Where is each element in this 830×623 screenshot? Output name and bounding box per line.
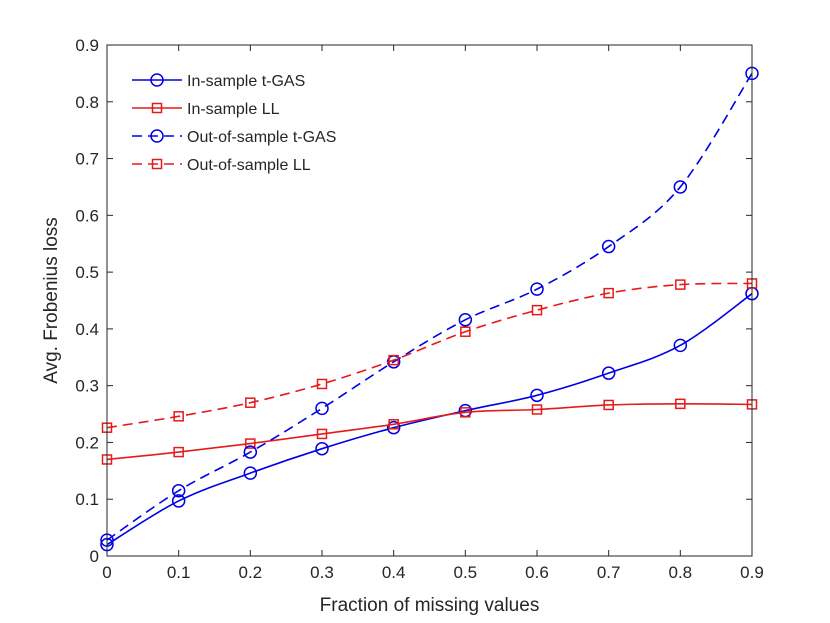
legend-item: In-sample t-GAS	[132, 73, 305, 90]
data-point-square	[245, 397, 256, 408]
legend-item: In-sample LL	[132, 101, 280, 118]
data-point-square	[675, 279, 686, 290]
x-tick-label: 0	[102, 563, 111, 582]
data-point-circle	[171, 483, 186, 498]
data-point-circle	[601, 366, 616, 380]
data-point-square	[173, 446, 184, 458]
y-tick-label: 0.1	[75, 490, 99, 509]
data-point-square	[173, 411, 184, 422]
series-line	[106, 72, 753, 541]
legend-item: Out-of-sample LL	[132, 157, 311, 174]
series-line	[106, 293, 753, 546]
x-axis-title: Fraction of missing values	[320, 595, 540, 616]
y-tick-label: 0.4	[75, 320, 99, 339]
x-tick-label: 0.4	[382, 563, 406, 582]
x-tick-label: 0.7	[597, 563, 621, 582]
x-tick-label: 0.6	[525, 563, 549, 582]
data-point-circle	[458, 313, 473, 327]
y-tick-label: 0.8	[75, 93, 99, 112]
data-point-circle	[315, 441, 329, 456]
data-point-circle	[243, 445, 258, 459]
axes-ticks: 0 0.1 0.2 0.3 0.4 0.5 0.6 0.7 0.8 0.9 0 0.1 0.2 0.3 0.…	[75, 36, 763, 582]
y-tick-label: 0.7	[75, 150, 99, 169]
data-point-circle	[171, 494, 186, 508]
y-tick-label: 0.3	[75, 377, 99, 396]
data-point-circle	[243, 466, 258, 480]
y-tick-label: 0.5	[75, 263, 99, 282]
x-tick-label: 0.8	[669, 563, 693, 582]
data-point-square	[531, 404, 543, 415]
x-tick-label: 0.3	[310, 563, 334, 582]
x-tick-label: 0.1	[167, 563, 191, 582]
data-point-circle	[673, 338, 688, 353]
data-point-square	[603, 287, 614, 299]
x-tick-label: 0.2	[239, 563, 263, 582]
legend-label: In-sample t-GAS	[187, 73, 305, 90]
x-tick-label: 0.9	[740, 563, 764, 582]
legend-marker-square	[151, 158, 163, 170]
data-point-circle	[601, 239, 616, 254]
data-point-square	[460, 407, 471, 418]
data-point-square	[388, 354, 399, 366]
y-tick-label: 0	[90, 547, 99, 566]
data-point-square	[675, 398, 686, 410]
data-point-square	[460, 326, 471, 337]
x-tick-label: 0.5	[454, 563, 478, 582]
series-line	[106, 403, 753, 461]
legend-label: In-sample LL	[187, 101, 280, 118]
data-point-circle	[673, 180, 688, 194]
data-point-square	[245, 438, 256, 449]
data-point-square	[388, 419, 399, 430]
y-tick-label: 0.2	[75, 433, 99, 452]
legend-marker-circle	[150, 73, 164, 87]
y-axis-title: Avg. Frobenius loss	[41, 217, 62, 384]
data-point-circle	[530, 282, 544, 296]
legend-marker-square	[151, 102, 163, 114]
legend: In-sample t-GAS In-sample LL Out-of-sample…	[132, 73, 336, 174]
series-layer	[100, 66, 759, 552]
legend-label: Out-of-sample LL	[187, 157, 311, 174]
data-point-circle	[530, 388, 544, 403]
legend-marker-circle	[150, 129, 164, 143]
y-tick-label: 0.6	[75, 206, 99, 225]
data-point-square	[316, 428, 328, 440]
y-tick-label: 0.9	[75, 36, 99, 55]
data-point-square	[603, 399, 614, 411]
legend-item: Out-of-sample t-GAS	[132, 129, 336, 146]
legend-label: Out-of-sample t-GAS	[187, 129, 336, 146]
data-point-square	[316, 378, 328, 390]
data-point-circle	[386, 420, 401, 435]
data-point-circle	[315, 401, 329, 416]
plot-area	[107, 45, 752, 556]
axes-box	[106, 44, 753, 557]
data-point-square	[531, 304, 543, 316]
